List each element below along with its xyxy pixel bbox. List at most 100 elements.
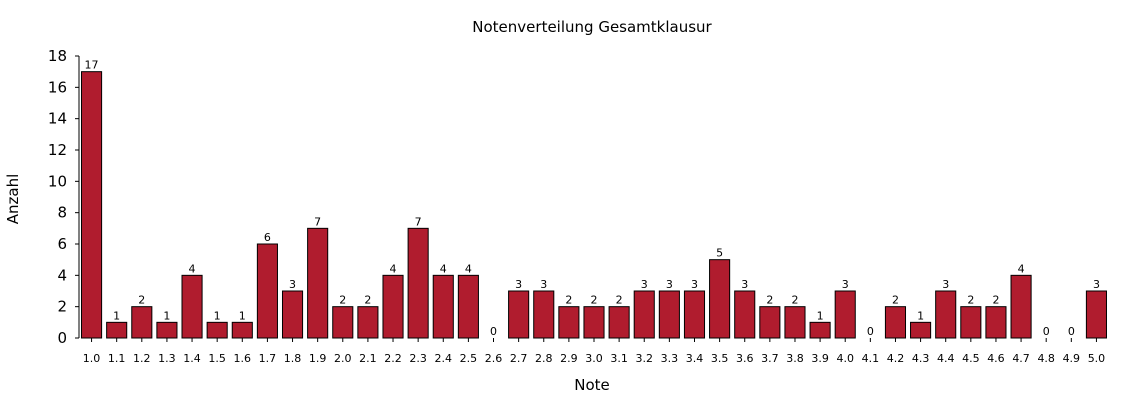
data-label: 2 [766, 294, 773, 307]
data-label: 4 [440, 262, 447, 275]
x-tick-label: 4.0 [836, 352, 854, 365]
bar [231, 321, 253, 339]
data-label: 4 [1018, 262, 1025, 275]
bar [683, 290, 706, 339]
x-tick-label: 1.5 [208, 352, 226, 365]
data-label: 2 [892, 294, 899, 307]
x-tick-label: 3.8 [786, 352, 804, 365]
x-tick-label: 2.3 [409, 352, 427, 365]
x-tick-label: 3.9 [811, 352, 829, 365]
bar [709, 259, 731, 339]
bar [382, 274, 404, 339]
bar [181, 274, 203, 339]
bar [307, 227, 329, 339]
data-label: 1 [163, 309, 170, 322]
x-tick-label: 2.8 [535, 352, 553, 365]
data-label: 1 [917, 309, 924, 322]
bar [558, 306, 580, 339]
data-label: 6 [264, 231, 271, 244]
data-label: 7 [314, 215, 321, 228]
bar [508, 290, 530, 339]
data-label: 2 [992, 294, 999, 307]
bar [1010, 274, 1032, 339]
x-tick-label: 4.8 [1037, 352, 1055, 365]
y-tick-label: 16 [48, 78, 67, 96]
x-tick-label: 3.6 [736, 352, 754, 365]
bar [633, 290, 655, 339]
data-label: 0 [490, 325, 497, 338]
x-tick-label: 3.4 [686, 352, 704, 365]
data-label: 3 [515, 278, 522, 291]
y-tick-label: 4 [57, 266, 67, 284]
data-label: 3 [842, 278, 849, 291]
y-tick-label: 6 [57, 235, 67, 253]
x-tick-label: 3.3 [661, 352, 679, 365]
data-label: 2 [791, 294, 798, 307]
y-tick-label: 12 [48, 141, 67, 159]
x-tick-label: 1.4 [183, 352, 201, 365]
bar [759, 306, 781, 339]
x-tick-label: 2.6 [485, 352, 503, 365]
bar [206, 321, 228, 339]
bar [734, 290, 756, 339]
x-tick-label: 4.2 [887, 352, 905, 365]
data-label: 7 [415, 215, 422, 228]
x-tick-label: 1.0 [83, 352, 101, 365]
bar [884, 306, 907, 339]
x-tick-label: 4.1 [862, 352, 880, 365]
data-label: 1 [817, 309, 824, 322]
x-tick-label: 2.4 [435, 352, 453, 365]
y-tick-label: 18 [48, 47, 67, 65]
y-tick-label: 0 [57, 329, 67, 347]
bar [583, 306, 605, 339]
y-tick-label: 2 [57, 298, 67, 316]
x-tick-label: 4.3 [912, 352, 930, 365]
x-tick-label: 2.1 [359, 352, 377, 365]
bar [533, 290, 555, 339]
data-label: 2 [591, 294, 598, 307]
data-label: 2 [565, 294, 572, 307]
bar [960, 306, 982, 339]
x-tick-label: 2.9 [560, 352, 578, 365]
data-label: 3 [666, 278, 673, 291]
x-tick-label: 3.2 [635, 352, 653, 365]
bar [432, 274, 454, 339]
plot-area: 024681012141618171.011.121.211.341.411.5… [48, 47, 1107, 365]
x-tick-label: 1.7 [259, 352, 277, 365]
bar [935, 290, 957, 339]
x-tick-label: 3.0 [585, 352, 603, 365]
bar [256, 243, 278, 339]
x-tick-label: 4.7 [1012, 352, 1030, 365]
x-tick-label: 1.8 [284, 352, 302, 365]
bar [985, 306, 1007, 339]
bar [81, 71, 103, 339]
y-tick-label: 8 [57, 204, 67, 222]
bar [156, 321, 178, 339]
data-label: 4 [390, 262, 397, 275]
data-label: 2 [364, 294, 371, 307]
bar [608, 306, 630, 339]
data-label: 3 [641, 278, 648, 291]
bar [1085, 290, 1107, 339]
bar [910, 321, 932, 339]
x-tick-label: 2.7 [510, 352, 528, 365]
data-label: 3 [540, 278, 547, 291]
x-tick-label: 1.1 [108, 352, 126, 365]
x-tick-label: 1.6 [234, 352, 252, 365]
y-tick-label: 10 [48, 172, 67, 190]
y-tick-label: 14 [48, 110, 67, 128]
data-label: 0 [867, 325, 874, 338]
bar [457, 274, 479, 339]
data-label: 0 [1043, 325, 1050, 338]
bar [106, 321, 128, 339]
data-label: 1 [113, 309, 120, 322]
data-label: 1 [214, 309, 221, 322]
data-label: 0 [1068, 325, 1075, 338]
x-tick-label: 1.3 [158, 352, 176, 365]
x-tick-label: 1.9 [309, 352, 327, 365]
x-axis-label: Note [574, 376, 610, 394]
data-label: 4 [465, 262, 472, 275]
x-tick-label: 2.5 [460, 352, 478, 365]
data-label: 3 [741, 278, 748, 291]
